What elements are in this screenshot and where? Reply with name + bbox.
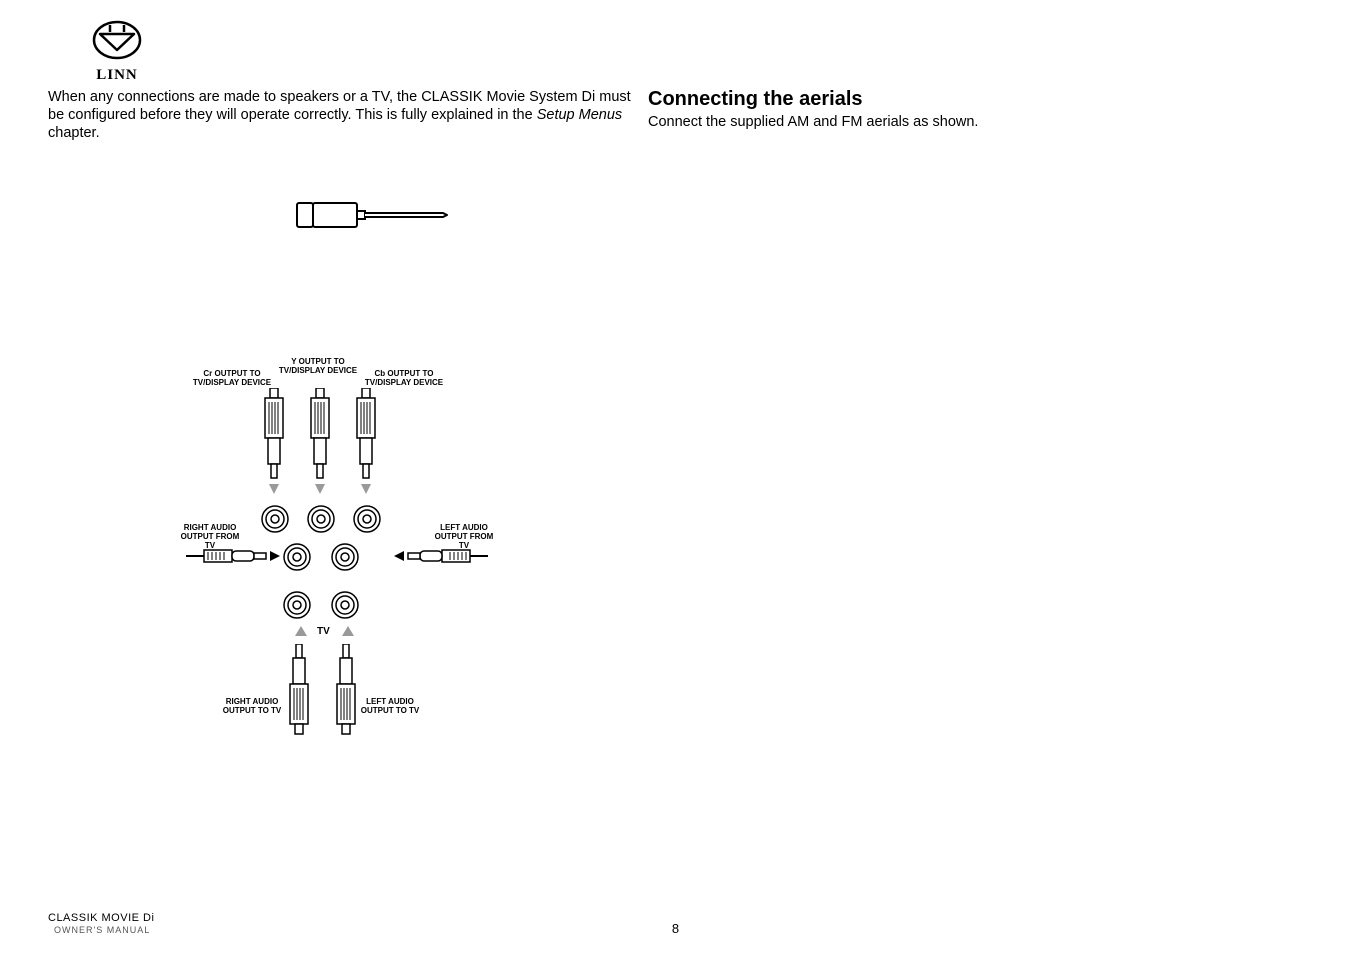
label-y-output: Y OUTPUT TO TV/DISPLAY DEVICE (278, 358, 358, 376)
socket-cr-icon (260, 504, 290, 534)
left-column: When any connections are made to speaker… (48, 88, 638, 142)
page-number: 8 (672, 921, 679, 936)
socket-audio-in-r-icon (282, 542, 312, 572)
audio-in-row: RIGHT AUDIO OUTPUT FROM TV LEFT AUDIO OU… (182, 542, 492, 586)
arrow-up-icon (295, 626, 307, 636)
plug-cb-icon (354, 388, 378, 498)
plug-right-audio-in-icon (186, 544, 282, 568)
aerials-body: Connect the supplied AM and FM aerials a… (648, 113, 1238, 131)
logo-mark-icon (92, 20, 142, 60)
label-left-audio-to-tv: LEFT AUDIO OUTPUT TO TV (360, 698, 420, 716)
plug-right-audio-out-icon (287, 644, 311, 754)
footer-subtitle: OWNER'S MANUAL (54, 925, 150, 935)
connection-diagram: Y OUTPUT TO TV/DISPLAY DEVICE Cr OUTPUT … (182, 358, 492, 764)
label-right-audio-to-tv: RIGHT AUDIO OUTPUT TO TV (222, 698, 282, 716)
brand-logo: LINN (85, 20, 149, 84)
footer: CLASSIK MOVIE Di OWNER'S MANUAL (48, 912, 154, 936)
paragraph-post: chapter. (48, 125, 100, 141)
label-cr-output: Cr OUTPUT TO TV/DISPLAY DEVICE (192, 370, 272, 388)
socket-y-icon (306, 504, 336, 534)
config-paragraph: When any connections are made to speaker… (48, 88, 638, 142)
aerials-heading: Connecting the aerials (648, 88, 1238, 111)
tv-out-row: TV (182, 590, 492, 650)
plug-left-audio-in-icon (392, 544, 488, 568)
component-plugs-row (182, 388, 492, 500)
label-cb-output: Cb OUTPUT TO TV/DISPLAY DEVICE (364, 370, 444, 388)
socket-audio-in-l-icon (330, 542, 360, 572)
headphone-plug-diagram (295, 195, 455, 240)
paragraph-italic: Setup Menus (537, 107, 622, 123)
logo-text: LINN (85, 67, 149, 84)
arrow-up-icon (342, 626, 354, 636)
socket-tv-out-l-icon (330, 590, 360, 620)
socket-tv-out-r-icon (282, 590, 312, 620)
tv-out-plugs-row: RIGHT AUDIO OUTPUT TO TV LEFT AUDIO OUTP… (182, 644, 492, 764)
label-tv: TV (317, 626, 330, 637)
plug-left-audio-out-icon (334, 644, 358, 754)
plug-cr-icon (262, 388, 286, 498)
footer-title: CLASSIK MOVIE Di (48, 912, 154, 924)
socket-cb-icon (352, 504, 382, 534)
plug-y-icon (308, 388, 332, 498)
right-column: Connecting the aerials Connect the suppl… (648, 88, 1238, 131)
